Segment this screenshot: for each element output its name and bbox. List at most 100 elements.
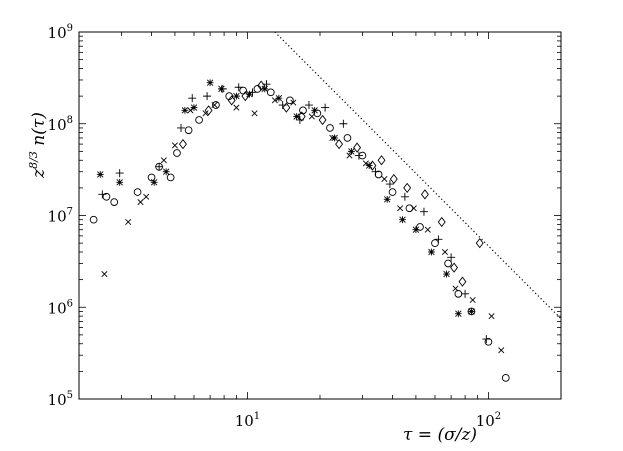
circle-point (147, 173, 156, 182)
y-tick-label: 109 (48, 23, 73, 42)
circle-point (326, 124, 334, 132)
circle-point (266, 88, 275, 97)
diamond-point (420, 189, 429, 200)
circle-point (454, 289, 463, 298)
plus-point (98, 190, 107, 199)
plus-point (400, 192, 409, 201)
diamond-point (353, 142, 362, 153)
asterisk-point (443, 270, 450, 278)
circle-point (444, 259, 452, 268)
diamond-point (257, 80, 266, 91)
diamond-point (297, 111, 306, 122)
x-point (202, 110, 209, 117)
asterisk-point (246, 90, 253, 98)
plus-point (482, 335, 491, 344)
plus-point (419, 207, 428, 216)
plus-point (203, 92, 212, 101)
asterisk-point (399, 216, 406, 224)
x-point (101, 271, 108, 278)
y-tick-label: 108 (48, 115, 73, 134)
circle-point (184, 126, 193, 135)
asterisk-point (311, 106, 319, 114)
circle-point (286, 96, 294, 105)
x-tick-label: 101 (235, 411, 260, 430)
diamond-point (241, 90, 250, 102)
asterisk-point (233, 92, 240, 100)
diamond-point (318, 114, 327, 126)
x-point (290, 99, 297, 106)
asterisk-point (383, 195, 391, 203)
x-tick-label: 102 (476, 411, 501, 430)
x-point (125, 218, 132, 226)
x-point (488, 313, 495, 320)
asterisk-point (468, 308, 475, 315)
diamond-point (458, 276, 467, 287)
plus-point (218, 84, 227, 93)
x-point (137, 199, 144, 206)
diamond-point (437, 216, 446, 228)
x-point (143, 193, 150, 200)
plot-area (89, 31, 562, 382)
plus-point (339, 119, 348, 128)
y-tick-label: 106 (48, 298, 73, 317)
plus-point (155, 162, 164, 171)
diamond-point (389, 173, 398, 185)
asterisk-point (190, 104, 198, 111)
plus-point (188, 94, 197, 103)
x-point (308, 113, 315, 120)
x-point (211, 101, 218, 109)
asterisk-point (150, 178, 158, 186)
diamond-point (282, 102, 291, 113)
diamond-point (403, 182, 412, 194)
x-point (424, 226, 431, 233)
x-point (346, 152, 353, 159)
x-point (469, 296, 476, 304)
plus-point (371, 167, 380, 176)
plus-point (304, 101, 313, 110)
asterisk-point (206, 79, 214, 87)
x-point (441, 248, 449, 256)
diamond-point (377, 155, 386, 166)
asterisk-point (275, 94, 283, 102)
x-point (498, 347, 505, 354)
asterisk-point (293, 113, 301, 120)
asterisk-point (348, 147, 355, 155)
circle-point (405, 204, 414, 213)
x-point (271, 97, 278, 104)
circle-point (110, 198, 119, 206)
diamond-point (204, 105, 213, 116)
asterisk-point (96, 171, 104, 178)
axes: 105 106 107 108 109 101 102 (48, 23, 562, 430)
x-axis-label: τ = (σ/z) (403, 425, 477, 445)
circle-point (299, 106, 307, 115)
x-point (329, 134, 336, 142)
plus-point (461, 289, 470, 298)
x-point (397, 205, 404, 212)
asterisk-point (428, 248, 435, 256)
diamond-point (178, 138, 187, 150)
circle-point (133, 188, 142, 196)
asterisk-point (412, 226, 420, 234)
circle-point (212, 101, 220, 109)
diamond-point (368, 160, 377, 171)
circle-point (166, 173, 175, 182)
diamond-point (335, 138, 344, 150)
x-point (381, 175, 388, 183)
plus-point (434, 235, 443, 244)
x-point (171, 142, 178, 149)
plus-point (321, 103, 330, 112)
asterisk-point (331, 134, 339, 142)
plot-frame (78, 31, 562, 400)
diamond-point (227, 95, 236, 106)
circle-point (239, 86, 248, 95)
plus-point (234, 83, 243, 92)
plus-point (248, 88, 257, 97)
y-axis-label: z8/3 n(τ) (27, 112, 49, 179)
circle-point (416, 223, 424, 231)
x-point (410, 205, 417, 212)
circle-point (89, 215, 98, 224)
x-point (362, 160, 369, 167)
y-tick-label: 107 (48, 207, 73, 226)
x-point (160, 157, 167, 164)
